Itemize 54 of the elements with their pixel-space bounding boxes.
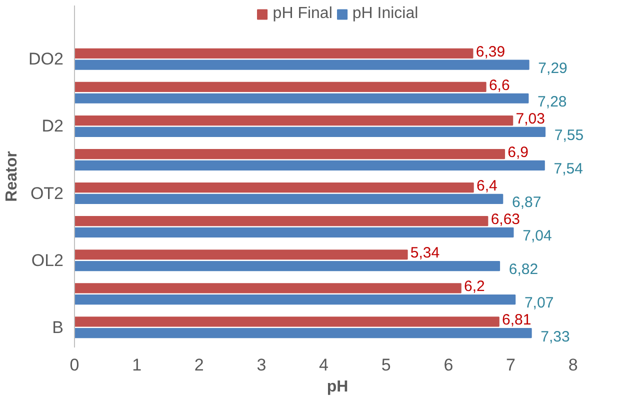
bar [74,250,408,260]
data-label: 6,82 [508,261,538,278]
bar [74,148,506,160]
data-label: 7,33 [540,328,570,346]
bar [74,227,514,238]
bar [74,82,486,92]
data-label: 6,6 [488,76,510,94]
bar [74,260,500,272]
y-tick-label: B [52,318,64,337]
data-label: 6,4 [476,177,498,194]
bar [74,328,532,338]
data-label: 6,87 [512,194,542,212]
y-tick-label: D2 [42,116,64,136]
data-label: 6,2 [464,278,485,295]
bar [74,126,546,137]
bar [74,294,516,305]
y-tick-label: OT2 [30,184,64,203]
legend-label: pH Final [272,5,332,23]
data-label: 7,55 [554,127,584,144]
bar [74,60,530,70]
x-tick-label: 6 [444,356,454,374]
x-tick-label: 7 [506,356,516,374]
bar [74,194,504,204]
y-tick-label: OL2 [31,250,64,270]
y-axis-title: Reator [4,151,21,202]
bar [74,48,474,59]
x-tick-label: 8 [568,356,578,374]
legend-label: pH Inicial [352,5,418,23]
bar [74,182,474,193]
x-axis-title: pH [326,378,348,396]
y-tick-label: DO2 [28,50,64,69]
data-label: 7,03 [516,110,545,128]
bar [74,115,514,126]
bar [74,93,529,104]
data-label: 7,54 [554,160,583,178]
x-tick-label: 1 [132,356,142,374]
x-tick-label: 3 [256,356,266,374]
data-label: 6,39 [476,43,506,60]
data-label: 6,81 [502,312,532,328]
x-tick-label: 4 [319,356,329,374]
data-label: 7,28 [538,94,567,111]
data-label: 7,07 [524,294,554,312]
bar [74,316,500,327]
x-tick-label: 5 [381,356,391,374]
bar [74,283,462,294]
data-label: 7,29 [538,60,568,78]
x-tick-label: 0 [70,356,80,374]
x-tick-label: 2 [194,356,204,374]
data-label: 6,9 [508,144,528,161]
bar [74,160,545,170]
data-label: 5,34 [410,244,440,262]
data-label: 7,04 [522,228,552,245]
bar [74,216,488,226]
data-label: 6,63 [490,210,520,228]
